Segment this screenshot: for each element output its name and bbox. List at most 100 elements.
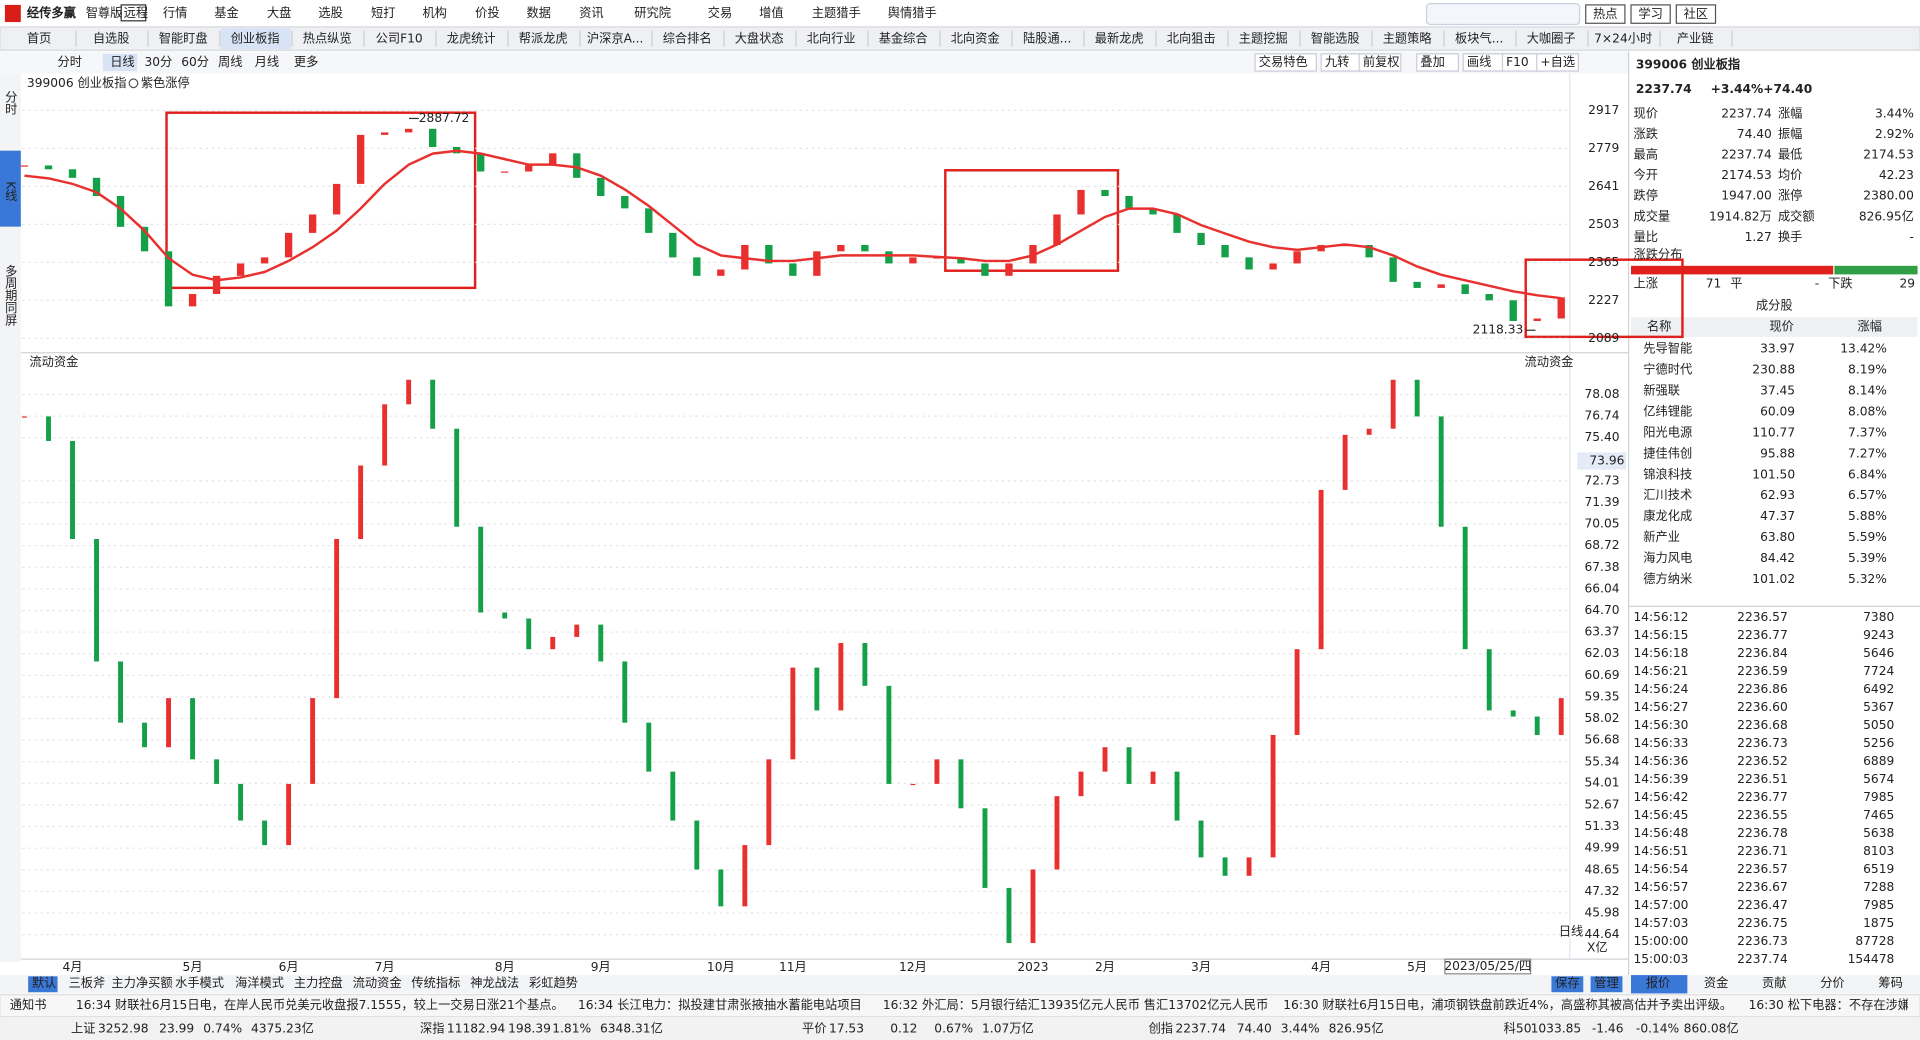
indicator-tab[interactable]: 神龙战法 — [470, 976, 519, 990]
index-price: 1033.85 — [1531, 1021, 1582, 1035]
toolbar-button[interactable]: 更多 — [294, 55, 318, 69]
tick-time: 14:56:30 — [1633, 718, 1688, 732]
indicator-tab[interactable]: 三板斧 — [69, 976, 106, 990]
toolbar-button[interactable]: 画线 — [1467, 55, 1491, 69]
toolbar-button[interactable]: 日线 — [110, 55, 134, 69]
menu-item[interactable]: 短打 — [371, 6, 395, 20]
news-item[interactable]: 16:30 松下电器：不存在涉嫌 — [1749, 998, 1910, 1012]
menu-item[interactable]: 行情 — [163, 6, 187, 20]
tab[interactable]: 帮派龙虎 — [519, 32, 568, 46]
indicator-button[interactable]: 保存 — [1555, 976, 1579, 990]
cons-name[interactable]: 捷佳伟创 — [1643, 446, 1692, 460]
cons-name[interactable]: 新产业 — [1643, 529, 1680, 544]
menu-item[interactable]: 机构 — [422, 5, 446, 20]
toolbar-button[interactable]: 月线 — [255, 55, 279, 69]
cons-name[interactable]: 宁德时代 — [1643, 362, 1692, 377]
indicator-tab[interactable]: 流动资金 — [353, 975, 402, 990]
toolbar-button[interactable]: F10 — [1506, 55, 1529, 69]
tab[interactable]: 智能选股 — [1311, 31, 1360, 46]
toolbar-button[interactable]: 30分 — [144, 55, 172, 69]
tab[interactable]: 陆股通... — [1023, 31, 1071, 46]
news-bar — [0, 994, 1920, 1018]
news-item[interactable]: 16:34 长江电力：拟投建甘肃张掖抽水蓄能电站项目 — [578, 997, 862, 1012]
tab[interactable]: 龙虎统计 — [447, 32, 496, 46]
panel-tab[interactable]: 筹码 — [1878, 976, 1902, 990]
menu-item[interactable]: 基金 — [214, 5, 238, 20]
tab[interactable]: 大咖圈子 — [1527, 31, 1576, 46]
x-tick-label: 3月 — [1191, 960, 1211, 974]
candle — [94, 539, 99, 662]
toolbar-button[interactable]: 前复权 — [1363, 54, 1400, 69]
toolbar-button[interactable]: 60分 — [181, 55, 209, 69]
cons-name[interactable]: 海力风电 — [1643, 550, 1692, 565]
menu-right-item[interactable]: 学习 — [1638, 6, 1662, 21]
panel-tab[interactable]: 分价 — [1820, 976, 1844, 990]
cons-name[interactable]: 汇川技术 — [1643, 488, 1692, 502]
tab[interactable]: 自选股 — [93, 32, 130, 46]
indicator-tab[interactable]: 海洋模式 — [235, 975, 284, 990]
tab[interactable]: 主题策略 — [1383, 31, 1433, 46]
menu-item[interactable]: 选股 — [318, 6, 342, 20]
menu-right-item[interactable]: 社区 — [1684, 6, 1708, 21]
candle — [214, 759, 220, 784]
candle — [861, 244, 869, 252]
tab[interactable]: 智能盯盘 — [159, 31, 208, 46]
news-item[interactable]: 16:30 财联社6月15日电，浦项钢铁盘前跌近4%，高盛称其被高估并予卖出评级… — [1283, 997, 1732, 1012]
tab[interactable]: 沪深京A... — [587, 32, 644, 46]
menu-item[interactable]: 交易 — [708, 5, 732, 20]
side-tab[interactable]: 多周期同屏 — [3, 264, 17, 326]
cons-name[interactable]: 先导智能 — [1643, 341, 1692, 356]
tab[interactable]: 首页 — [27, 32, 51, 46]
news-item[interactable]: 16:34 财联社6月15日电，在岸人民币兑美元收盘报7.1555，较上一交易日… — [76, 997, 564, 1012]
cons-name[interactable]: 阳光电源 — [1643, 425, 1692, 439]
cons-name[interactable]: 亿纬锂能 — [1643, 403, 1692, 418]
side-tab[interactable]: K线 — [3, 181, 17, 201]
menu-item[interactable]: 增值 — [759, 5, 783, 20]
menu-item[interactable]: 价投 — [475, 5, 499, 20]
tab[interactable]: 创业板指 — [231, 31, 280, 46]
panel-tab[interactable]: 报价 — [1646, 975, 1670, 990]
menu-item[interactable]: 大盘 — [267, 5, 291, 20]
tab[interactable]: 公司F10 — [376, 32, 423, 46]
menu-item[interactable]: 主题猎手 — [812, 6, 861, 20]
tab[interactable]: 7×24小时 — [1594, 32, 1652, 46]
indicator-tab[interactable]: 默认 — [32, 975, 56, 990]
indicator-tab[interactable]: 彩虹趋势 — [529, 976, 578, 990]
tab[interactable]: 热点纵览 — [303, 31, 352, 46]
toolbar-button[interactable]: 九转 — [1325, 54, 1349, 69]
toolbar-button[interactable]: +自选 — [1540, 55, 1575, 69]
indicator-tab[interactable]: 水手模式 — [175, 976, 224, 990]
tab[interactable]: 产业链 — [1677, 31, 1714, 46]
tab[interactable]: 北向行业 — [807, 31, 856, 46]
panel-tab[interactable]: 资金 — [1704, 975, 1728, 990]
cons-name[interactable]: 新强联 — [1643, 383, 1680, 398]
tab[interactable]: 大盘状态 — [735, 31, 784, 46]
menu-right-item[interactable]: 热点 — [1593, 7, 1617, 21]
indicator-tab[interactable]: 主力净买额 — [111, 976, 172, 990]
indicator-button[interactable]: 管理 — [1594, 975, 1618, 990]
panel-tab[interactable]: 贡献 — [1762, 975, 1786, 990]
tab[interactable]: 主题挖掘 — [1239, 31, 1288, 46]
toolbar-button[interactable]: 交易特色 — [1259, 54, 1308, 69]
menu-item[interactable]: 数据 — [527, 5, 551, 20]
indicator-tab[interactable]: 传统指标 — [411, 975, 460, 990]
toolbar-button[interactable]: 分时 — [58, 55, 82, 69]
tab[interactable]: 综合排名 — [663, 31, 712, 46]
menu-item[interactable]: 舆情猎手 — [888, 5, 937, 20]
menu-item[interactable]: 研究院 — [634, 5, 671, 20]
cons-name[interactable]: 德方纳米 — [1643, 571, 1692, 586]
toolbar-button[interactable]: 叠加 — [1420, 55, 1444, 69]
tab[interactable]: 北向狙击 — [1167, 31, 1216, 46]
tab[interactable]: 板块气... — [1455, 31, 1503, 46]
tab[interactable]: 基金综合 — [879, 31, 928, 46]
menu-item[interactable]: 资讯 — [579, 6, 603, 20]
cons-name[interactable]: 锦浪科技 — [1643, 466, 1692, 481]
tick-time: 15:00:03 — [1633, 952, 1688, 966]
cons-name[interactable]: 康龙化成 — [1643, 508, 1692, 523]
indicator-tab[interactable]: 主力控盘 — [294, 975, 343, 990]
toolbar-button[interactable]: 周线 — [218, 55, 242, 69]
side-tab[interactable]: 分时 — [3, 90, 17, 115]
news-item[interactable]: 16:32 外汇局：5月银行结汇13935亿元人民币 售汇13702亿元人民币 — [883, 997, 1269, 1012]
tab[interactable]: 最新龙虎 — [1095, 31, 1144, 46]
tab[interactable]: 北向资金 — [951, 31, 1000, 46]
